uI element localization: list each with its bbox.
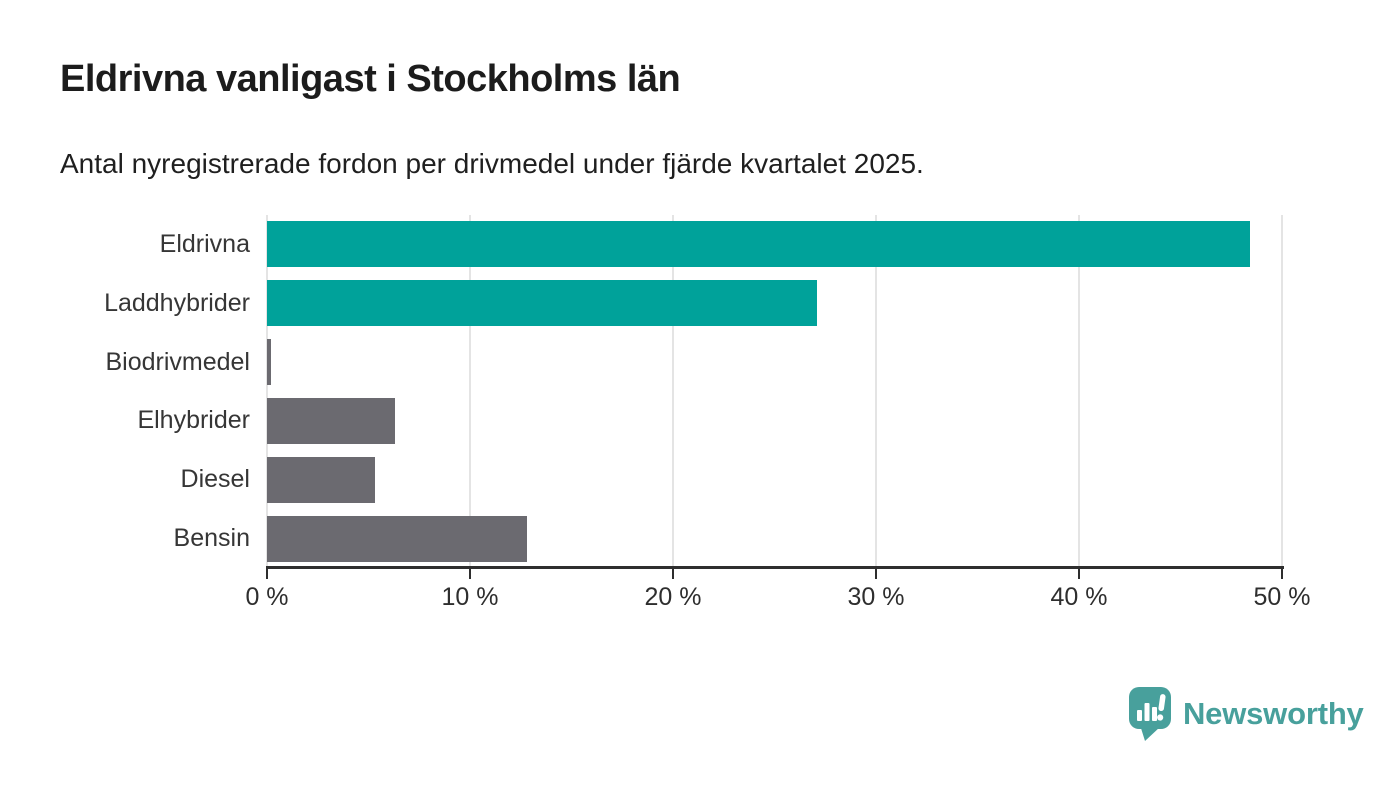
x-axis-tick-label: 20 % xyxy=(644,583,702,611)
x-axis-tick-label: 30 % xyxy=(847,583,905,611)
x-axis-tick-group xyxy=(266,569,1283,579)
x-axis-tick-label: 0 % xyxy=(245,583,289,611)
bar-row xyxy=(267,515,1282,562)
bar-biodrivmedel xyxy=(267,339,272,386)
category-label: Laddhybrider xyxy=(104,288,250,317)
chart-title: Eldrivna vanligast i Stockholms län xyxy=(60,58,681,100)
x-axis-tick-label: 50 % xyxy=(1253,583,1311,611)
gridline xyxy=(266,215,268,568)
bar-row xyxy=(267,280,1282,327)
newsworthy-logo: Newsworthy xyxy=(1128,686,1364,742)
category-label: Bensin xyxy=(173,524,250,553)
x-axis-tick-label-group: 0 % 10 % 20 % 30 % 40 % 50 % xyxy=(245,583,1310,613)
x-axis-tick xyxy=(469,569,471,579)
category-label-column: Eldrivna Laddhybrider Biodrivmedel Elhybrid… xyxy=(0,215,250,568)
gridline xyxy=(469,215,471,568)
x-axis-tick xyxy=(1078,569,1080,579)
bar-row xyxy=(267,339,1282,386)
bar-row xyxy=(267,456,1282,503)
bar-diesel xyxy=(267,456,375,503)
bar-laddhybrider xyxy=(267,280,818,327)
bar-eldrivna xyxy=(267,221,1250,268)
bar-row xyxy=(267,397,1282,444)
bar-bensin xyxy=(267,515,527,562)
x-axis-tick xyxy=(672,569,674,579)
x-axis-tick-label: 10 % xyxy=(441,583,499,611)
bar-row xyxy=(267,221,1282,268)
category-label: Diesel xyxy=(180,465,250,494)
gridline xyxy=(672,215,674,568)
x-axis-tick xyxy=(266,569,268,579)
gridline xyxy=(1281,215,1283,568)
chart-subtitle: Antal nyregistrerade fordon per drivmede… xyxy=(60,148,924,179)
bar-chart-plot-area xyxy=(266,215,1283,568)
newsworthy-logo-text: Newsworthy xyxy=(1183,696,1364,731)
category-label: Biodrivmedel xyxy=(105,347,250,376)
x-axis-tick xyxy=(1281,569,1283,579)
category-label: Eldrivna xyxy=(159,229,250,258)
bar-elhybrider xyxy=(267,397,395,444)
gridline xyxy=(875,215,877,568)
gridline xyxy=(1078,215,1080,568)
newsworthy-logo-icon xyxy=(1129,687,1171,741)
x-axis-tick-label: 40 % xyxy=(1050,583,1108,611)
category-label: Elhybrider xyxy=(137,406,250,435)
x-axis-line xyxy=(266,566,1284,569)
x-axis-tick xyxy=(875,569,877,579)
